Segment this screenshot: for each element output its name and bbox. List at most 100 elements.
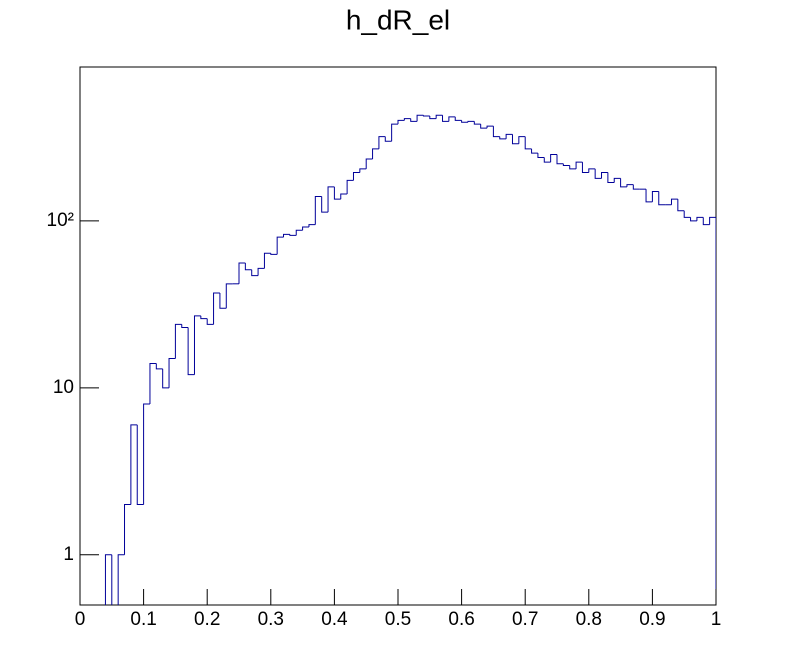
bin [327,186,335,213]
x-tick-label: 0.3 [258,609,284,630]
bin [429,116,437,120]
bin [620,178,627,188]
bin [206,318,214,325]
bin [410,118,418,122]
bin [104,554,112,605]
bin [155,363,163,370]
bin [518,136,526,144]
bin [372,148,379,159]
bin [511,134,519,145]
bin [244,262,252,271]
bin [632,184,640,190]
bin [181,324,189,328]
bin [213,292,220,325]
x-tick-label: 0.9 [639,609,665,630]
bin [321,196,329,213]
bin [333,186,341,200]
bin [524,136,532,150]
bin [384,136,392,142]
bin [130,424,138,505]
bin [314,196,322,225]
x-tick-label: 0.2 [194,609,220,630]
bin [149,362,157,405]
bin [492,126,500,138]
bin [581,162,589,174]
bin [499,136,507,140]
bin [480,124,488,129]
y-tick-label: 10² [47,210,74,231]
bin [193,315,201,375]
bin [283,233,290,238]
y-tick-label: 10 [53,377,74,398]
bin [601,172,608,179]
bin [346,179,354,194]
bin [607,172,615,183]
bin [461,120,468,123]
bin [690,217,697,222]
bin [448,116,456,122]
bin [670,198,678,205]
bin [302,226,309,231]
bin [505,133,513,139]
bin [575,161,583,169]
bin [651,191,659,202]
bin [270,253,278,255]
x-tick-label: 0.7 [512,609,538,630]
bin [531,148,538,154]
bin [168,357,176,388]
bin [467,120,475,123]
bin [594,168,602,179]
x-tick-label: 0.1 [130,609,156,630]
bin [550,154,557,163]
bin [422,115,430,117]
bin [683,210,691,218]
x-tick-label: 0.6 [448,609,474,630]
bin [562,163,570,166]
bin [276,236,284,255]
bin [187,327,195,376]
bin [340,193,348,200]
bin [543,157,551,163]
bin [174,323,182,359]
bin [225,283,233,309]
bin [251,269,259,277]
bin [238,262,246,284]
bin [200,315,208,320]
bin [219,293,227,309]
bin [473,121,481,125]
bin [626,184,634,187]
bin [263,252,271,269]
bin [257,267,265,276]
bin [569,165,577,170]
bin [613,177,621,183]
bin [403,118,411,121]
x-tick-label: 0.4 [321,609,348,630]
bin [308,224,316,227]
bin [295,229,303,236]
y-tick-label: 1 [63,544,74,565]
bin [486,125,494,129]
bin [136,424,144,506]
bin [556,154,564,165]
x-tick-label: 0.5 [385,609,411,630]
x-tick-label: 0.8 [576,609,602,630]
bin [124,504,131,555]
x-tick-label: 1 [711,609,722,630]
bin [416,114,424,122]
bin [289,234,297,236]
bin [537,153,545,158]
bin [352,172,360,181]
bin [365,158,373,169]
bin [442,115,449,122]
bin [117,554,125,605]
bin [696,216,704,221]
histogram [104,114,716,605]
bin [359,168,367,173]
bin [702,217,710,226]
x-tick-label: 0 [75,609,86,630]
bin [391,123,398,142]
bin [454,116,462,121]
bin [709,216,716,605]
